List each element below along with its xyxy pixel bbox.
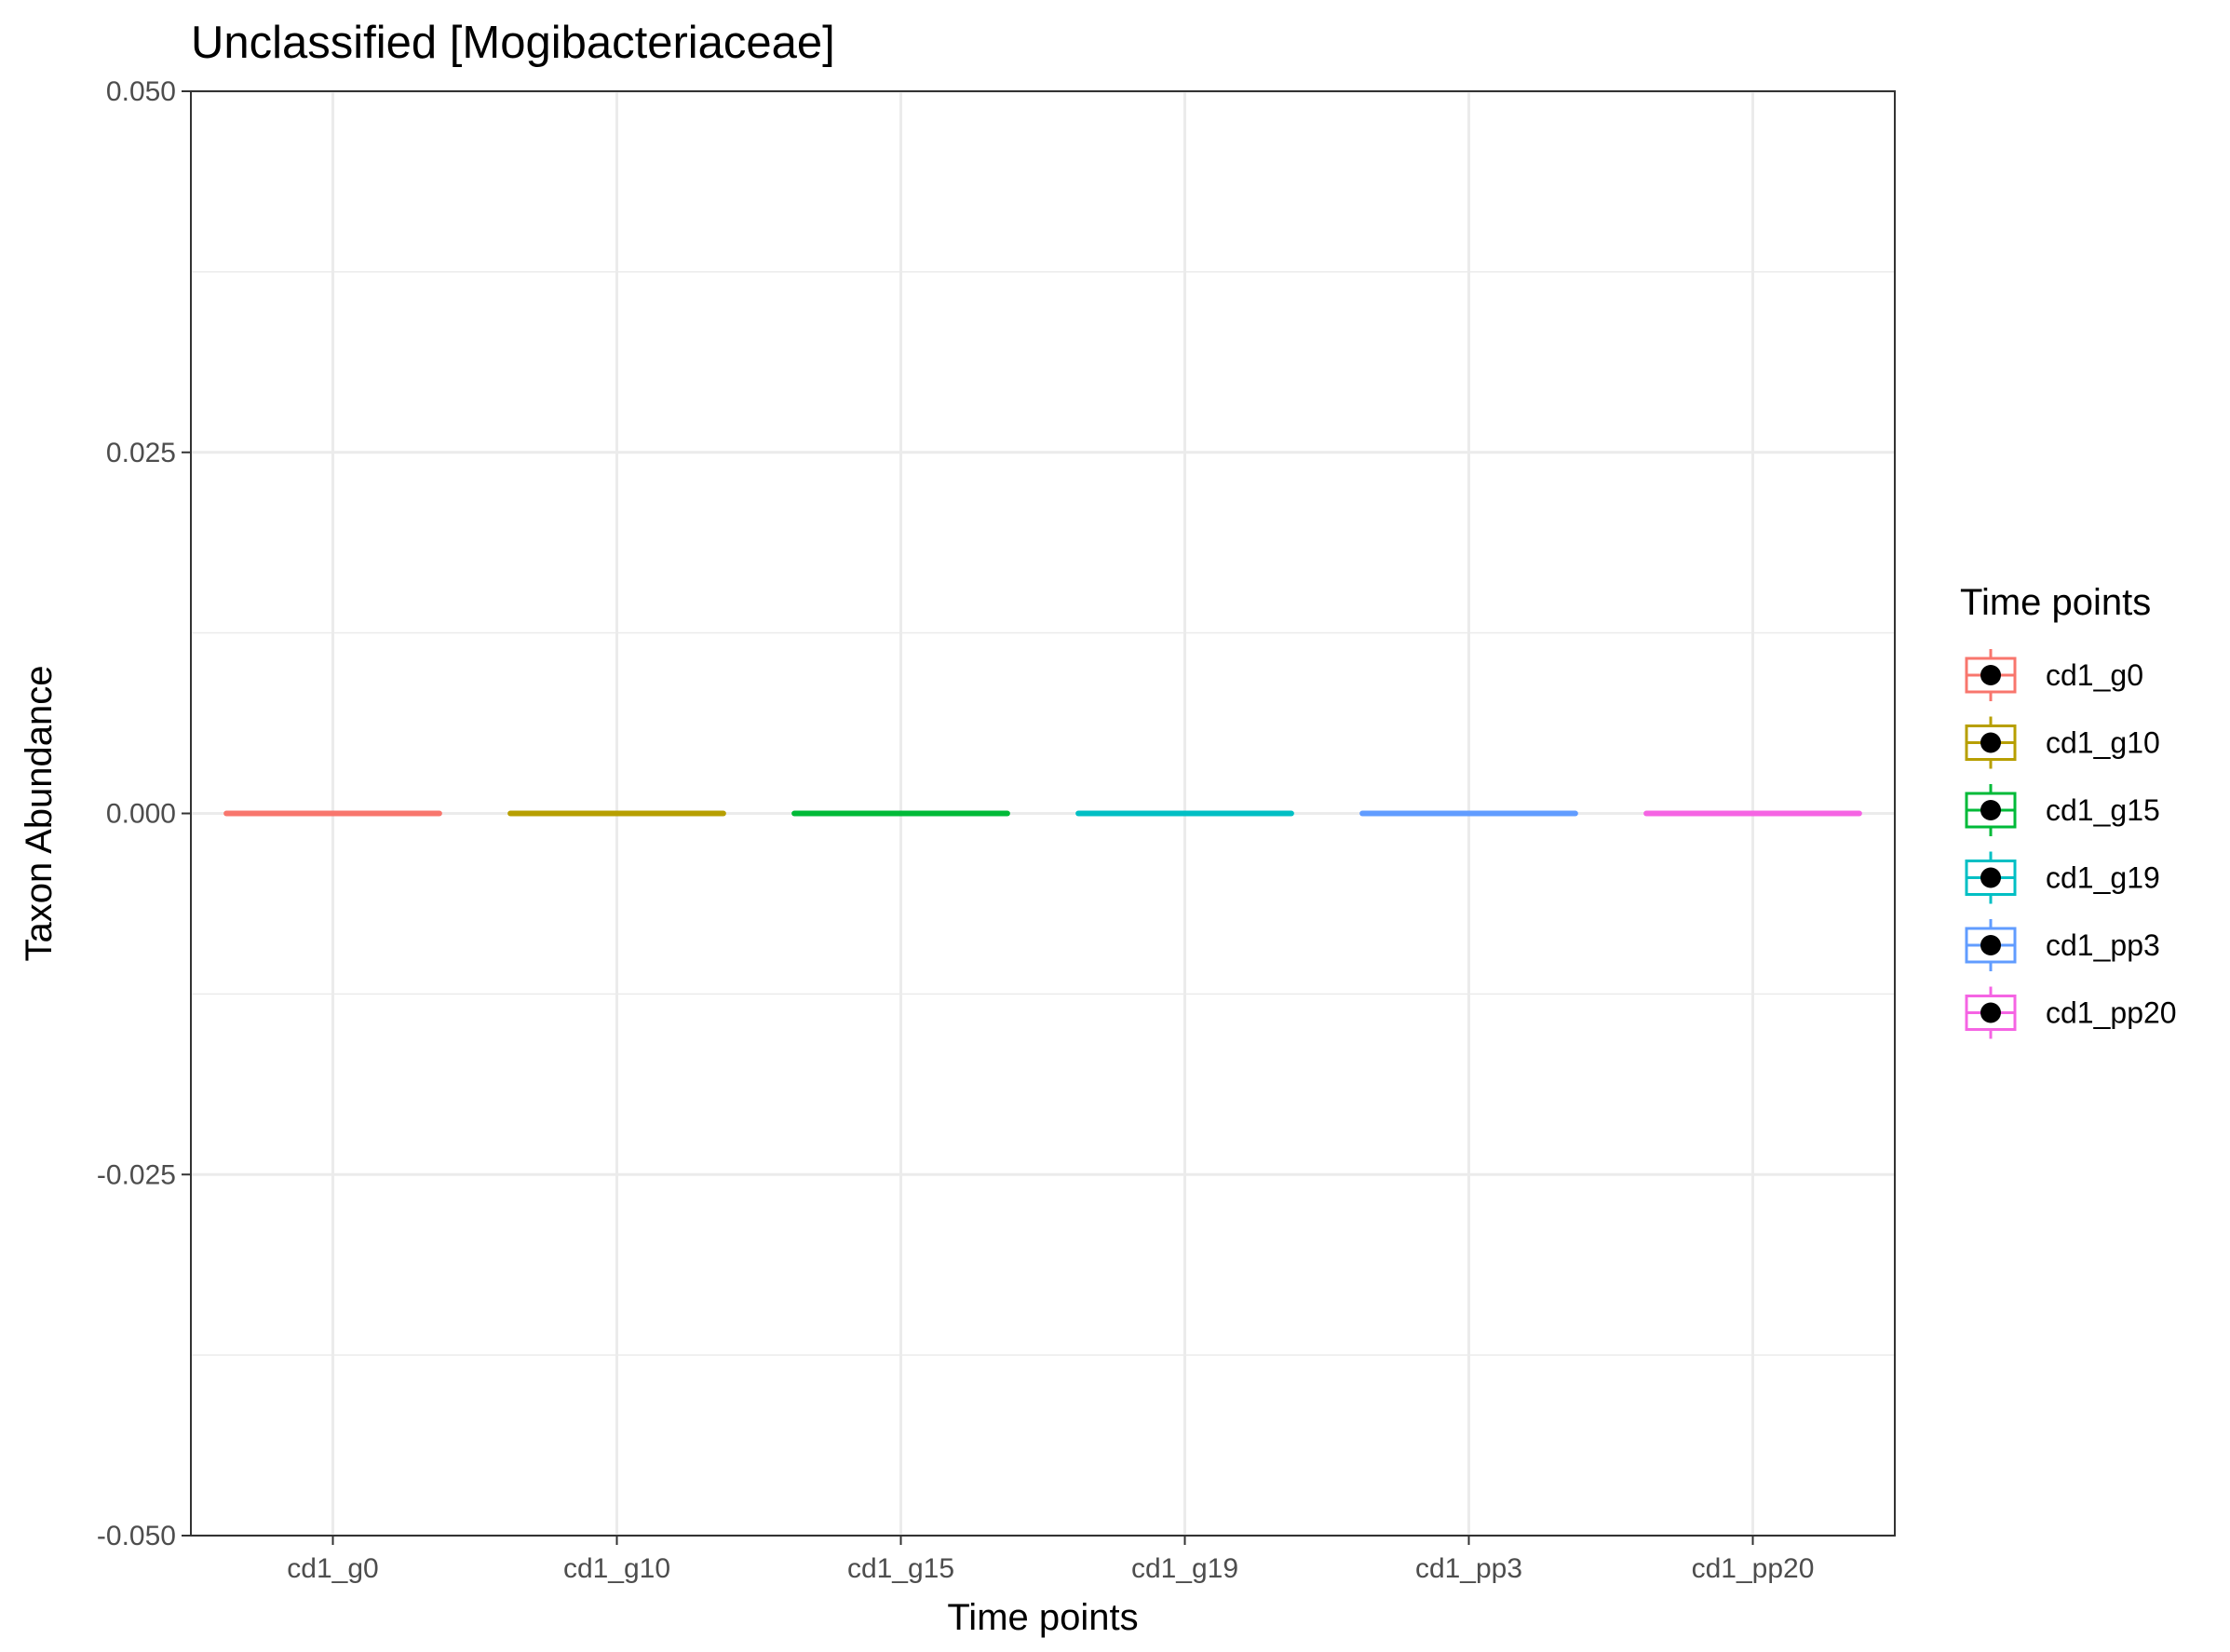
- x-axis-title: Time points: [947, 1597, 1138, 1638]
- legend-item: cd1_g15: [1965, 784, 2160, 836]
- chart-title: Unclassified [Mogibacteriaceae]: [191, 18, 835, 68]
- y-tick-label: 0.000: [106, 799, 176, 830]
- y-axis-title: Taxon Abundance: [19, 665, 60, 961]
- y-tick-label: 0.050: [106, 76, 176, 107]
- legend-key-point: [1980, 800, 2001, 820]
- x-tick-label: cd1_g0: [287, 1553, 378, 1584]
- legend-item-label: cd1_g15: [2046, 793, 2160, 827]
- x-axis: cd1_g0 cd1_g10 cd1_g15 cd1_g19 cd1_pp3 cd1_pp…: [287, 1536, 1814, 1584]
- x-tick-label: cd1_pp20: [1692, 1553, 1815, 1584]
- legend-key-point: [1980, 867, 2001, 888]
- legend-item-label: cd1_pp20: [2046, 996, 2177, 1030]
- y-tick-label: -0.025: [97, 1159, 176, 1190]
- plot-area: [190, 89, 1896, 1537]
- legend-title: Time points: [1960, 582, 2151, 623]
- legend-key-point: [1980, 1002, 2001, 1023]
- x-tick-label: cd1_g15: [847, 1553, 954, 1584]
- legend-item: cd1_pp3: [1965, 919, 2160, 971]
- legend-key-point: [1980, 935, 2001, 955]
- legend-key-point: [1980, 732, 2001, 753]
- y-axis: -0.050 -0.025 0.000 0.025 0.050: [97, 76, 191, 1551]
- x-tick-label: cd1_pp3: [1415, 1553, 1522, 1584]
- legend: Time points cd1_g0cd1_g10cd1_g15cd1_g19c…: [1960, 582, 2177, 1039]
- legend-item: cd1_g10: [1965, 716, 2160, 769]
- legend-item-label: cd1_pp3: [2046, 928, 2160, 962]
- x-tick-label: cd1_g10: [563, 1553, 670, 1584]
- legend-item: cd1_g0: [1965, 649, 2143, 701]
- legend-item-label: cd1_g19: [2046, 861, 2160, 895]
- legend-items: cd1_g0 cd1_g10 cd1_g15 cd1_g19 cd1_pp3 cd1_pp…: [1965, 649, 2177, 1039]
- legend-item: cd1_g19: [1965, 851, 2160, 904]
- legend-item-label: cd1_g0: [2046, 658, 2143, 692]
- minor-gridlines: [191, 271, 1895, 1356]
- legend-key-point: [1980, 665, 2001, 685]
- legend-item-label: cd1_g10: [2046, 726, 2160, 760]
- y-tick-label: 0.025: [106, 438, 176, 468]
- x-tick-label: cd1_g19: [1131, 1553, 1238, 1584]
- legend-item: cd1_pp20: [1965, 986, 2177, 1039]
- y-tick-label: -0.050: [97, 1521, 176, 1551]
